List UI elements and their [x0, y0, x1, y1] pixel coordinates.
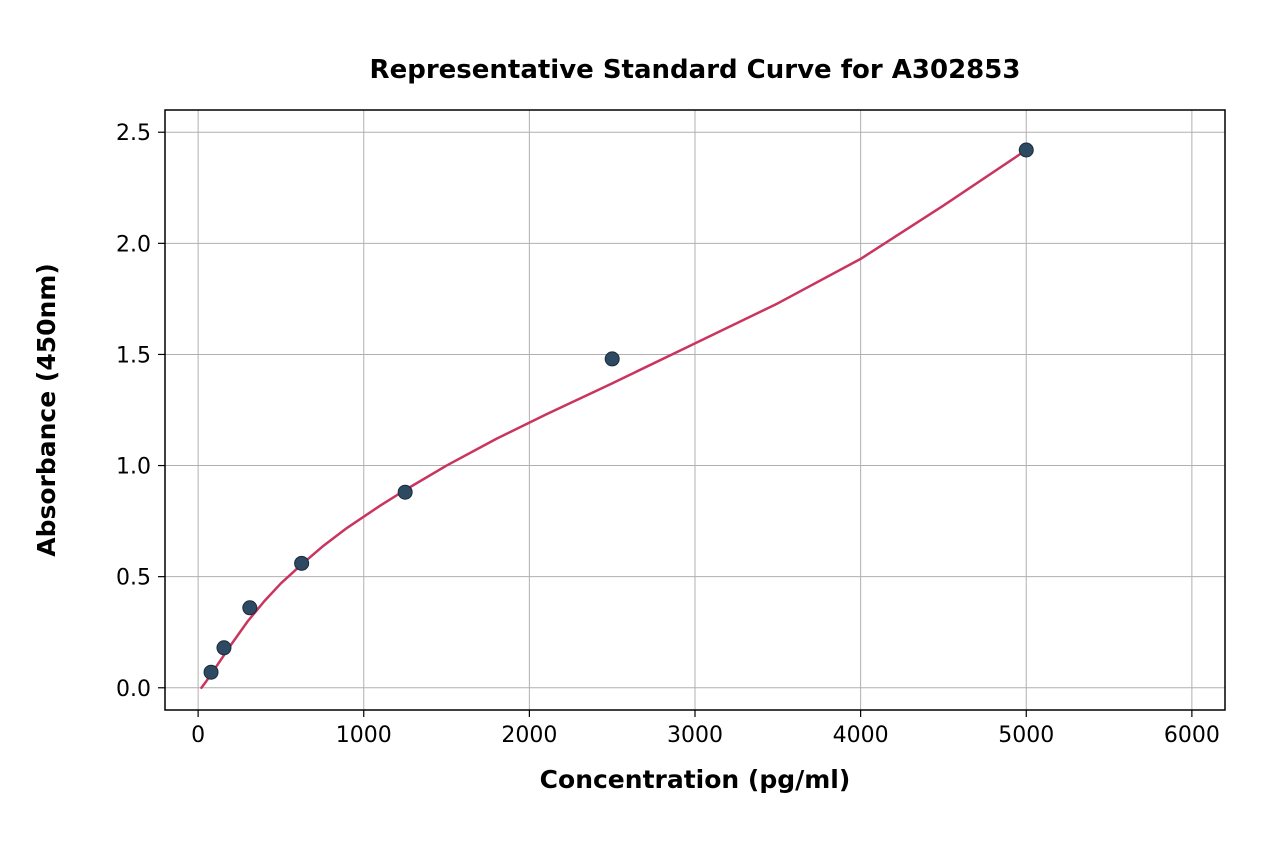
- y-tick-label: 1.5: [116, 343, 151, 368]
- x-axis-label: Concentration (pg/ml): [540, 765, 851, 794]
- y-tick-label: 2.5: [116, 121, 151, 146]
- chart-title: Representative Standard Curve for A30285…: [370, 55, 1021, 85]
- data-point: [398, 485, 412, 499]
- data-point: [204, 665, 218, 679]
- data-point: [605, 352, 619, 366]
- x-tick-label: 4000: [833, 723, 889, 748]
- x-tick-label: 0: [191, 723, 205, 748]
- chart-container: 0 1000 2000 3000 4000 5000 6000 0.0 0.5 1.0 1.5 2.0…: [0, 0, 1280, 845]
- x-tick-label: 2000: [501, 723, 557, 748]
- data-point: [217, 641, 231, 655]
- data-point: [295, 556, 309, 570]
- x-tick-label: 1000: [336, 723, 392, 748]
- data-point: [243, 601, 257, 615]
- y-tick-label: 0.5: [116, 566, 151, 591]
- data-point: [1019, 143, 1033, 157]
- x-tick-label: 6000: [1164, 723, 1220, 748]
- y-tick-label: 1.0: [116, 455, 151, 480]
- y-tick-label: 0.0: [116, 677, 151, 702]
- standard-curve-chart: 0 1000 2000 3000 4000 5000 6000 0.0 0.5 1.0 1.5 2.0…: [0, 0, 1280, 845]
- fit-curve: [201, 150, 1026, 688]
- x-tick-label: 3000: [667, 723, 723, 748]
- y-tick-label: 2.0: [116, 232, 151, 257]
- y-axis-label: Absorbance (450nm): [32, 263, 61, 557]
- x-tick-label: 5000: [998, 723, 1054, 748]
